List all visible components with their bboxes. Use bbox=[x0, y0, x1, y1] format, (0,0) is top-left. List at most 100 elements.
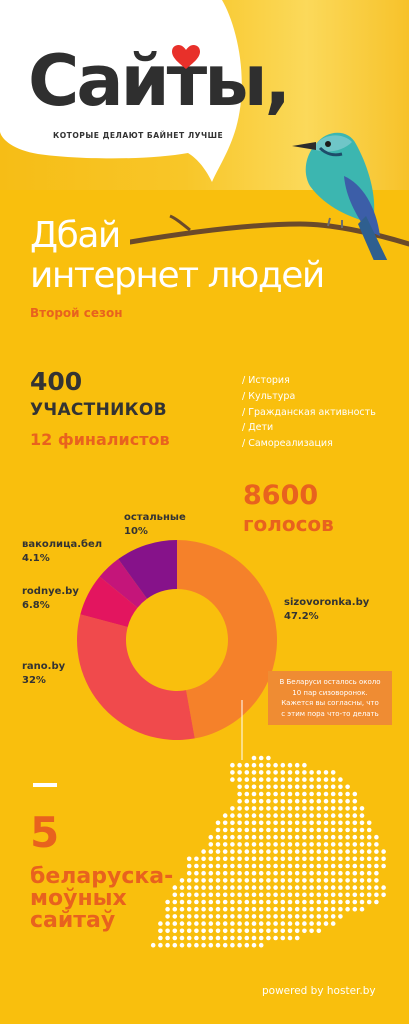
map-dot bbox=[208, 914, 214, 919]
map-dot bbox=[179, 928, 185, 934]
map-dot bbox=[273, 798, 278, 804]
slice-value: 4.1% bbox=[22, 553, 50, 564]
map-dot bbox=[280, 834, 286, 840]
map-dot bbox=[338, 906, 343, 912]
map-dot bbox=[345, 834, 350, 840]
sites-label: беларуска- моўных сайтаў bbox=[30, 866, 173, 932]
map-dot bbox=[302, 762, 307, 768]
map-dot bbox=[366, 827, 372, 833]
map-dot bbox=[287, 813, 293, 818]
map-dot bbox=[338, 849, 343, 854]
headline-line1: Дбай bbox=[30, 215, 121, 256]
map-dot bbox=[258, 928, 264, 934]
map-dot bbox=[294, 878, 300, 883]
map-dot bbox=[251, 762, 257, 768]
map-dot bbox=[287, 906, 293, 912]
map-dot bbox=[258, 755, 264, 761]
map-dot bbox=[316, 885, 322, 890]
map-dot bbox=[266, 863, 271, 869]
map-dot bbox=[244, 906, 250, 912]
map-dot bbox=[309, 906, 314, 912]
map-dot bbox=[273, 863, 278, 869]
map-dot bbox=[316, 770, 322, 775]
map-dot bbox=[237, 770, 242, 775]
map-dot bbox=[201, 899, 206, 905]
map-dot bbox=[237, 863, 242, 869]
map-dot bbox=[302, 899, 307, 905]
map-dot bbox=[158, 942, 163, 948]
map-dot bbox=[165, 899, 170, 905]
map-dot bbox=[345, 892, 350, 898]
map-dot bbox=[179, 899, 185, 905]
map-dot bbox=[280, 856, 286, 862]
map-dot bbox=[309, 878, 314, 883]
map-dot bbox=[237, 914, 242, 919]
map-dot bbox=[230, 806, 235, 811]
map-dot bbox=[251, 892, 257, 898]
map-dot bbox=[179, 878, 185, 883]
map-dot bbox=[266, 813, 271, 818]
map-dot bbox=[208, 863, 214, 869]
map-dot bbox=[374, 834, 379, 840]
map-dot bbox=[323, 784, 329, 790]
map-dot bbox=[237, 935, 242, 941]
note-line: Кажется вы согласны, что bbox=[281, 699, 379, 707]
map-dot bbox=[251, 863, 257, 869]
map-dot bbox=[287, 770, 293, 775]
map-dot bbox=[222, 842, 228, 847]
map-dot bbox=[287, 798, 293, 804]
map-dot bbox=[251, 914, 257, 919]
map-dot bbox=[244, 784, 250, 790]
map-dot bbox=[237, 885, 242, 890]
map-dot bbox=[359, 870, 365, 876]
map-dot bbox=[338, 791, 343, 797]
map-dot bbox=[280, 899, 286, 905]
map-dot bbox=[251, 784, 257, 790]
map-dot bbox=[302, 770, 307, 775]
map-dot bbox=[215, 834, 221, 840]
map-dot bbox=[287, 863, 293, 869]
map-dot bbox=[266, 921, 271, 926]
map-dot bbox=[330, 834, 336, 840]
map-dot bbox=[244, 806, 250, 811]
map-dot bbox=[273, 806, 278, 811]
map-dot bbox=[345, 885, 350, 890]
map-dot bbox=[280, 784, 286, 790]
map-dot bbox=[330, 806, 336, 811]
map-dot bbox=[215, 842, 221, 847]
map-dot bbox=[244, 820, 250, 826]
map-dot bbox=[294, 899, 300, 905]
map-dot bbox=[359, 806, 365, 811]
participants-label: УЧАСТНИКОВ bbox=[30, 400, 167, 420]
map-dot bbox=[316, 827, 322, 833]
map-dot bbox=[273, 834, 278, 840]
map-dot bbox=[338, 914, 343, 919]
map-dot bbox=[280, 914, 286, 919]
map-dot bbox=[345, 906, 350, 912]
map-dot bbox=[258, 856, 264, 862]
map-dot bbox=[302, 906, 307, 912]
map-dot bbox=[208, 928, 214, 934]
map-dot bbox=[230, 863, 235, 869]
slice-label-vakolica: ваколица.бел 4.1% bbox=[22, 538, 102, 566]
map-dot bbox=[186, 892, 192, 898]
map-dot bbox=[273, 849, 278, 854]
map-dot bbox=[194, 878, 199, 883]
map-dot bbox=[179, 942, 185, 948]
map-dot bbox=[338, 798, 343, 804]
map-dot bbox=[186, 878, 192, 883]
map-dot bbox=[280, 849, 286, 854]
map-dot bbox=[172, 892, 178, 898]
map-dot bbox=[230, 906, 235, 912]
map-dot bbox=[330, 820, 336, 826]
map-dot bbox=[345, 798, 350, 804]
map-dot bbox=[294, 935, 300, 941]
map-dot bbox=[194, 928, 199, 934]
map-dot bbox=[215, 849, 221, 854]
map-dot bbox=[330, 813, 336, 818]
map-dot bbox=[316, 849, 322, 854]
map-dot bbox=[338, 863, 343, 869]
map-dot bbox=[172, 914, 178, 919]
map-dot bbox=[230, 899, 235, 905]
map-dot bbox=[352, 849, 358, 854]
